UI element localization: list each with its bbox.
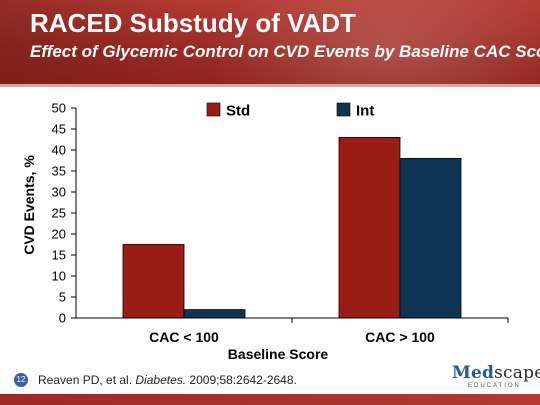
slide-number-badge: 12 — [14, 373, 28, 387]
bar-int-1 — [183, 309, 246, 319]
bar-int-2 — [399, 158, 462, 319]
category-label: CAC > 100 — [365, 329, 435, 345]
bar-chart: CVD Events, % 0 5 10 15 20 25 30 35 40 45 50 CAC <… — [21, 101, 509, 362]
y-tick-label: 40 — [52, 143, 66, 158]
medscape-logo: Medscape EDUCATION — [452, 363, 540, 391]
y-tick-label: 10 — [52, 269, 66, 284]
logo-med: Med — [452, 363, 495, 383]
citation: Reaven PD, et al. Diabetes. 2009;58:2642… — [38, 373, 297, 387]
y-tick-label: 35 — [52, 164, 66, 179]
banner-divider — [0, 84, 540, 87]
logo-subtitle: EDUCATION — [468, 383, 521, 389]
bar-std-1 — [122, 244, 185, 319]
logo-rest: scape — [494, 363, 540, 383]
y-tick-label: 45 — [52, 122, 66, 137]
y-tick-label: 20 — [52, 227, 66, 242]
y-tick-label: 0 — [59, 311, 66, 326]
header-banner: RACED Substudy of VADT Effect of Glycemi… — [0, 0, 540, 84]
x-axis-label: Baseline Score — [228, 346, 329, 362]
legend-swatch-std — [206, 102, 221, 117]
legend-label-std: Std — [226, 103, 250, 120]
y-tick-label: 30 — [52, 185, 66, 200]
slide-title: RACED Substudy of VADT — [30, 8, 356, 38]
citation-journal: Diabetes. — [135, 373, 187, 387]
banner-sheen — [200, 0, 540, 84]
y-tick-label: 50 — [52, 101, 66, 116]
y-tick-label: 5 — [59, 290, 66, 305]
legend: Std Int — [206, 102, 374, 120]
logo-wordmark: Medscape — [452, 363, 540, 383]
bars — [122, 137, 462, 319]
category-label: CAC < 100 — [149, 329, 219, 345]
citation-authors: Reaven PD, et al. — [38, 373, 136, 387]
legend-label-int: Int — [356, 103, 374, 120]
banner-shadow — [0, 0, 180, 84]
category-labels: CAC < 100 CAC > 100 — [149, 318, 509, 345]
y-axis-ticks: 0 5 10 15 20 25 30 35 40 45 50 — [52, 101, 76, 326]
slide-subtitle: Effect of Glycemic Control on CVD Events… — [30, 42, 540, 61]
citation-details: 2009;58:2642-2648. — [186, 373, 297, 387]
y-tick-label: 15 — [52, 248, 66, 263]
legend-swatch-int — [336, 102, 351, 117]
bar-std-2 — [338, 137, 401, 319]
y-axis-label: CVD Events, % — [21, 155, 37, 255]
bottom-band — [0, 394, 540, 405]
y-tick-label: 25 — [52, 206, 66, 221]
